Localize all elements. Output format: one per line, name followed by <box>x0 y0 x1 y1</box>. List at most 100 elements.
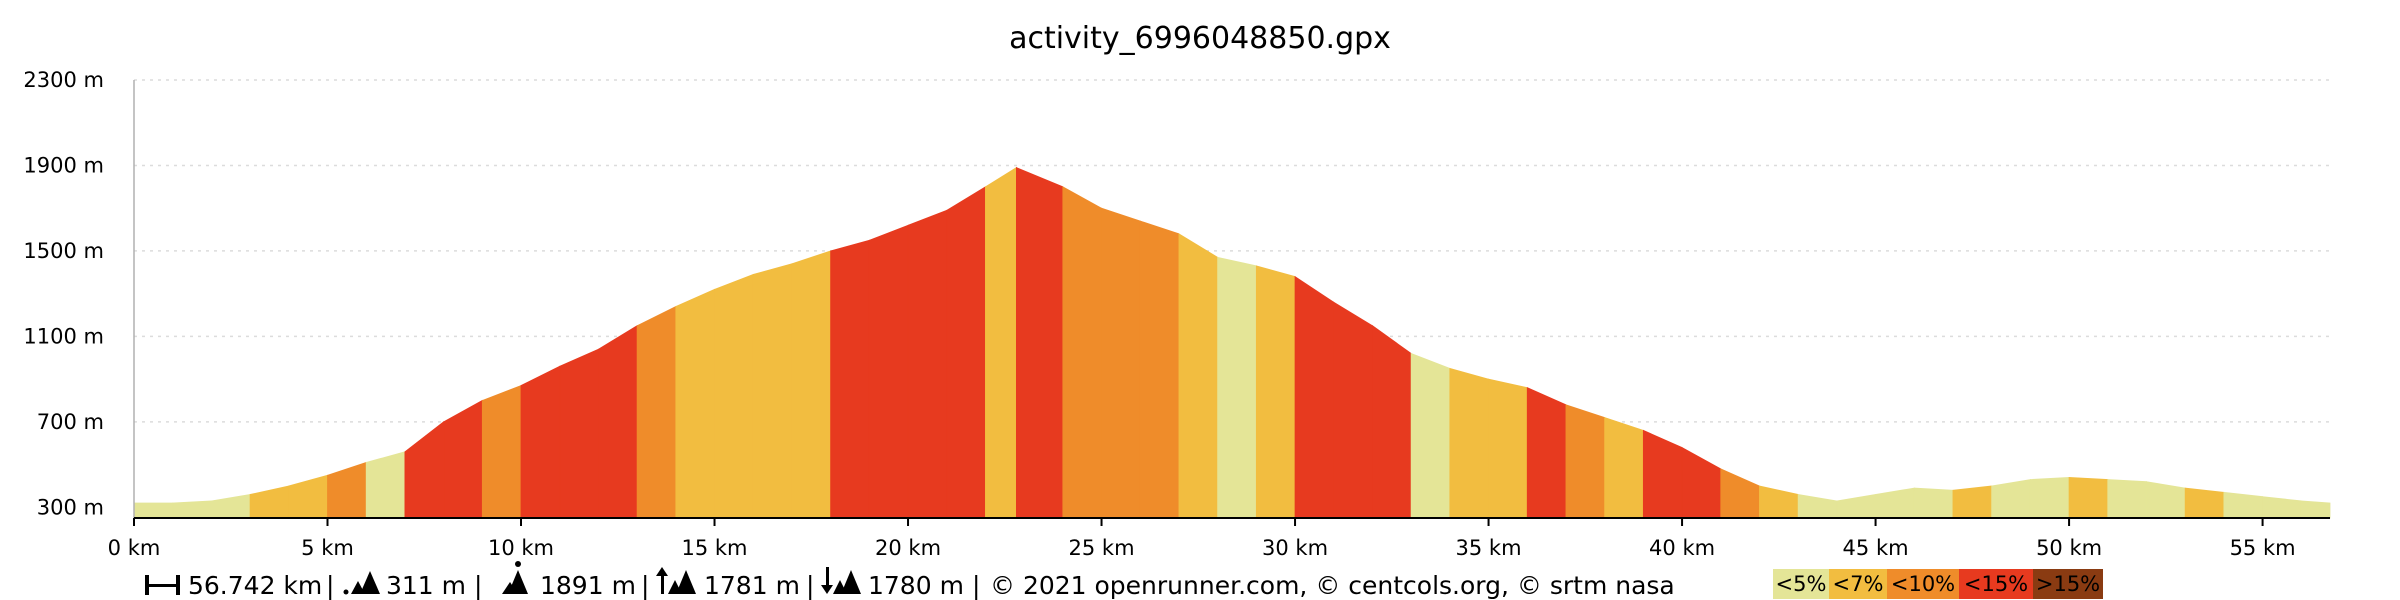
legend-label: <10% <box>1891 572 1955 596</box>
x-tick-label: 25 km <box>1069 536 1135 560</box>
elevation-segment <box>133 502 174 519</box>
elevation-segment <box>1991 479 2031 519</box>
elevation-segment <box>288 474 328 519</box>
max-elevation-icon <box>502 561 528 594</box>
axes <box>133 80 2330 519</box>
elevation-segment <box>1449 367 1489 519</box>
elevation-segment <box>2300 500 2331 519</box>
descent-icon <box>821 567 861 594</box>
elevation-segment <box>1139 220 1180 519</box>
elevation-segment <box>1372 324 1412 519</box>
x-tick-label: 30 km <box>1262 536 1328 560</box>
elevation-segment <box>675 288 715 519</box>
elevation-segment <box>2146 481 2186 519</box>
x-tick-label: 40 km <box>1649 536 1715 560</box>
x-tick-label: 5 km <box>301 536 354 560</box>
elevation-segment <box>1604 417 1644 519</box>
elevation-segment <box>443 399 483 519</box>
elevation-segment <box>946 186 986 519</box>
elevation-area <box>133 166 2331 519</box>
elevation-segment <box>598 324 638 519</box>
stat-min-elevation: 311 m <box>386 571 466 600</box>
elevation-segment <box>2068 476 2109 519</box>
elevation-segment <box>1178 233 1219 519</box>
elevation-segment <box>2107 479 2147 519</box>
distance-icon <box>145 575 180 595</box>
elevation-segment <box>2262 496 2302 519</box>
legend-swatch <box>1773 569 1829 599</box>
legend-swatch <box>1887 569 1959 599</box>
stat-max-elevation: 1891 m <box>540 571 636 600</box>
legend-label: <5% <box>1776 572 1827 596</box>
elevation-segment <box>1217 256 1257 519</box>
stat-separator: | <box>806 571 814 600</box>
elevation-segment <box>1101 207 1141 519</box>
elevation-segment <box>1526 387 1567 519</box>
min-elevation-icon <box>343 571 380 595</box>
legend-label: <7% <box>1833 572 1884 596</box>
stats-bar: 56.742 km | 311 m | 1891 m | 1781 m | <box>145 561 1675 600</box>
stat-descent: 1780 m <box>868 571 964 600</box>
x-tick-label: 35 km <box>1456 536 1522 560</box>
y-axis-ticks: 300 m 700 m 1100 m 1500 m 1900 m 2300 m <box>23 68 104 519</box>
elevation-segment <box>1015 167 1064 519</box>
elevation-segment <box>1875 487 1915 519</box>
chart-title: activity_6996048850.gpx <box>1009 21 1391 56</box>
elevation-segment <box>1759 485 1799 519</box>
legend-swatch <box>1959 569 2033 599</box>
y-tick-label: 300 m <box>37 495 104 519</box>
elevation-segment <box>2223 491 2263 519</box>
elevation-segment <box>211 494 251 519</box>
elevation-segment <box>868 224 909 519</box>
elevation-segment <box>1565 404 1606 519</box>
x-tick-label: 20 km <box>875 536 941 560</box>
stat-separator: | <box>326 571 334 600</box>
elevation-segment <box>636 305 677 519</box>
elevation-segment <box>404 421 445 519</box>
stat-separator: | <box>972 571 980 600</box>
elevation-segment <box>714 273 754 519</box>
stat-separator: | <box>474 571 482 600</box>
elevation-segment <box>1720 468 1760 519</box>
elevation-segment <box>1836 494 1876 519</box>
elevation-segment <box>1488 378 1528 519</box>
legend-swatch <box>1829 569 1887 599</box>
stat-distance: 56.742 km <box>188 571 322 600</box>
legend-label: <15% <box>1964 572 2028 596</box>
x-tick-label: 10 km <box>488 536 554 560</box>
elevation-segment <box>791 250 832 519</box>
elevation-segment <box>520 365 561 519</box>
elevation-segment <box>1333 301 1373 519</box>
x-axis-ticks: 0 km 5 km 10 km 15 km 20 km 25 km 30 km 35 km 40… <box>108 518 2296 560</box>
legend-label: >15% <box>2036 572 2100 596</box>
elevation-segment <box>752 263 793 519</box>
elevation-segment <box>559 348 599 519</box>
y-tick-label: 1500 m <box>23 239 104 263</box>
stat-separator: | <box>641 571 649 600</box>
stat-ascent: 1781 m <box>704 571 800 600</box>
x-tick-label: 50 km <box>2036 536 2102 560</box>
grade-legend: <5% <7% <10% <15% >15% <box>1773 569 2103 599</box>
y-tick-label: 700 m <box>37 410 104 434</box>
elevation-segment <box>1797 494 1838 519</box>
y-tick-label: 1900 m <box>23 153 104 177</box>
y-tick-label: 2300 m <box>23 68 104 92</box>
elevation-segment <box>1062 186 1102 519</box>
elevation-segment <box>1952 485 1993 519</box>
legend-swatch <box>2033 569 2103 599</box>
elevation-segment <box>907 209 948 519</box>
elevation-segment <box>1913 487 1954 519</box>
elevation-segment <box>1681 446 1722 519</box>
elevation-segment <box>172 500 212 519</box>
elevation-segment <box>365 451 406 519</box>
elevation-segment <box>2029 476 2070 519</box>
elevation-segment <box>1294 275 1335 519</box>
elevation-segment <box>481 384 522 519</box>
ascent-icon <box>656 567 696 594</box>
elevation-segment <box>249 485 290 519</box>
y-tick-label: 1100 m <box>23 324 104 348</box>
elevation-segment <box>985 166 1017 519</box>
stat-attribution: © 2021 openrunner.com, © centcols.org, ©… <box>990 571 1675 600</box>
elevation-segment <box>830 239 870 519</box>
